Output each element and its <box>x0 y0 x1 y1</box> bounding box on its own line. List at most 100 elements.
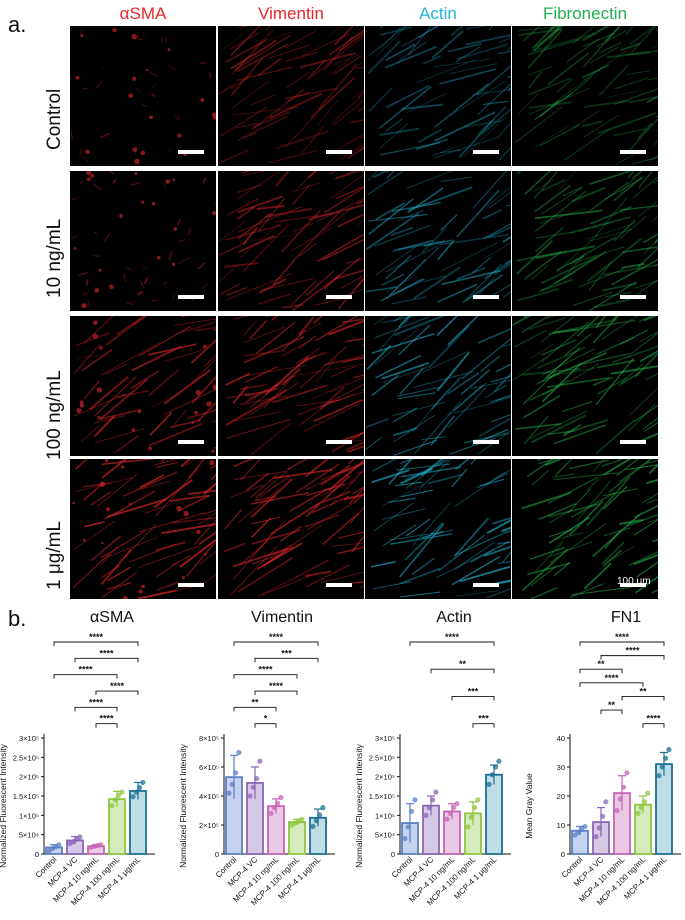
column-title-vimentin: Vimentin <box>258 4 324 23</box>
scale-bar <box>326 583 352 587</box>
scale-bar <box>620 150 646 154</box>
scale-bar <box>473 583 499 587</box>
data-point <box>236 749 242 756</box>
data-point <box>299 816 305 822</box>
data-point <box>656 773 662 779</box>
significance-label: **** <box>269 632 284 642</box>
significance-bracket <box>472 723 495 728</box>
data-point <box>659 764 665 770</box>
data-point <box>77 834 83 840</box>
data-point <box>621 784 627 790</box>
micrograph-tile <box>512 316 658 456</box>
y-tick-label: 2.5×10⁵ <box>369 753 395 762</box>
micrograph-tile <box>365 171 511 311</box>
significance-bracket <box>451 696 495 701</box>
panel-a-letter: a. <box>8 12 27 37</box>
significance-bracket <box>95 690 139 696</box>
data-point <box>402 835 408 842</box>
chart-title: Actin <box>436 609 472 626</box>
y-axis-label: Normalized Fluorescent Intensity <box>0 743 8 868</box>
micrograph-tile <box>512 171 658 311</box>
significance-bracket <box>600 709 623 715</box>
scale-bar <box>473 295 499 299</box>
data-point <box>663 755 669 761</box>
bar-charts: αSMA Normalized Fluorescent Intensity 0 5×1… <box>0 609 681 907</box>
significance-bracket <box>74 706 118 712</box>
data-point <box>635 810 641 816</box>
data-point <box>278 794 284 801</box>
scale-bar <box>326 440 352 444</box>
y-axis-label: Normalized Fluorescent Intensity <box>178 743 188 868</box>
significance-label: *** <box>468 686 479 696</box>
micrograph-tile <box>218 171 364 311</box>
significance-bracket <box>233 706 277 712</box>
data-point <box>596 825 602 831</box>
significance-label: **** <box>110 681 125 691</box>
panel-b-letter: b. <box>8 606 27 631</box>
significance-bracket <box>74 657 139 663</box>
scale-bar <box>178 150 204 154</box>
chart-title: αSMA <box>90 609 134 626</box>
significance-label: **** <box>89 697 104 707</box>
data-point <box>268 810 274 816</box>
data-point <box>638 805 644 811</box>
data-point <box>226 790 232 796</box>
significance-bracket <box>254 723 277 728</box>
significance-bracket <box>233 641 319 646</box>
row-label-100ng: 100 ng/mL <box>44 370 65 460</box>
scale-bar <box>620 295 646 299</box>
data-point <box>468 814 474 820</box>
data-point <box>229 781 235 787</box>
y-tick-label: 4×10⁵ <box>199 792 219 801</box>
significance-label: **** <box>646 714 661 724</box>
y-tick-label: 0 <box>561 850 565 859</box>
y-tick-label: 1×10⁵ <box>19 811 39 820</box>
y-tick-label: 6×10⁵ <box>199 763 219 772</box>
data-point <box>133 789 139 795</box>
y-tick-label: 40 <box>557 734 565 743</box>
data-point <box>310 823 316 830</box>
data-point <box>317 812 323 818</box>
data-point <box>137 784 143 791</box>
column-title-fibronectin: Fibronectin <box>542 4 628 23</box>
significance-bracket <box>409 641 495 646</box>
significance-bracket <box>621 696 665 701</box>
scale-bar <box>178 295 204 299</box>
data-point <box>475 797 481 803</box>
y-tick-label: 2.5×10⁵ <box>13 753 39 762</box>
data-point <box>614 807 620 814</box>
data-point <box>56 842 62 848</box>
row-label-control: Control <box>44 88 65 150</box>
y-tick-label: 1.5×10⁵ <box>13 792 39 801</box>
y-tick-label: 10 <box>557 821 565 830</box>
row-label-10ng: 10 ng/mL <box>44 218 65 298</box>
y-axis-label: Normalized Fluorescent Intensity <box>354 743 364 868</box>
significance-bracket <box>579 682 644 687</box>
data-point <box>600 813 606 819</box>
data-point <box>472 805 478 811</box>
data-point <box>275 800 281 806</box>
significance-label: ** <box>459 659 467 669</box>
chart-title: Vimentin <box>251 609 313 626</box>
data-point <box>496 758 502 764</box>
micrograph-tile <box>218 459 364 599</box>
significance-label: **** <box>89 632 104 642</box>
significance-bracket <box>254 690 298 696</box>
scale-bar <box>473 150 499 154</box>
scale-bar <box>178 583 204 587</box>
data-point <box>582 823 588 830</box>
data-point <box>320 805 326 811</box>
data-point <box>257 758 263 764</box>
data-point <box>617 796 623 802</box>
significance-label: **** <box>78 665 93 675</box>
data-point <box>642 799 648 805</box>
y-tick-label: 1×10⁵ <box>375 811 395 820</box>
significance-bracket <box>53 674 118 679</box>
scale-bar <box>326 150 352 154</box>
y-tick-label: 3×10⁵ <box>19 734 39 743</box>
data-point <box>433 789 439 795</box>
scale-bar <box>473 440 499 444</box>
scale-bar-label: 100 μm <box>617 576 651 587</box>
y-axis-label: Mean Gray Value <box>524 773 534 839</box>
data-point <box>247 793 253 799</box>
